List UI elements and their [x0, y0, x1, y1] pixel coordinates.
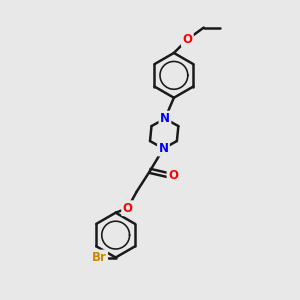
- Text: N: N: [160, 112, 170, 125]
- Text: O: O: [123, 202, 133, 215]
- Text: N: N: [158, 142, 168, 155]
- Text: O: O: [168, 169, 178, 182]
- Text: O: O: [182, 33, 192, 46]
- Text: Br: Br: [92, 251, 107, 264]
